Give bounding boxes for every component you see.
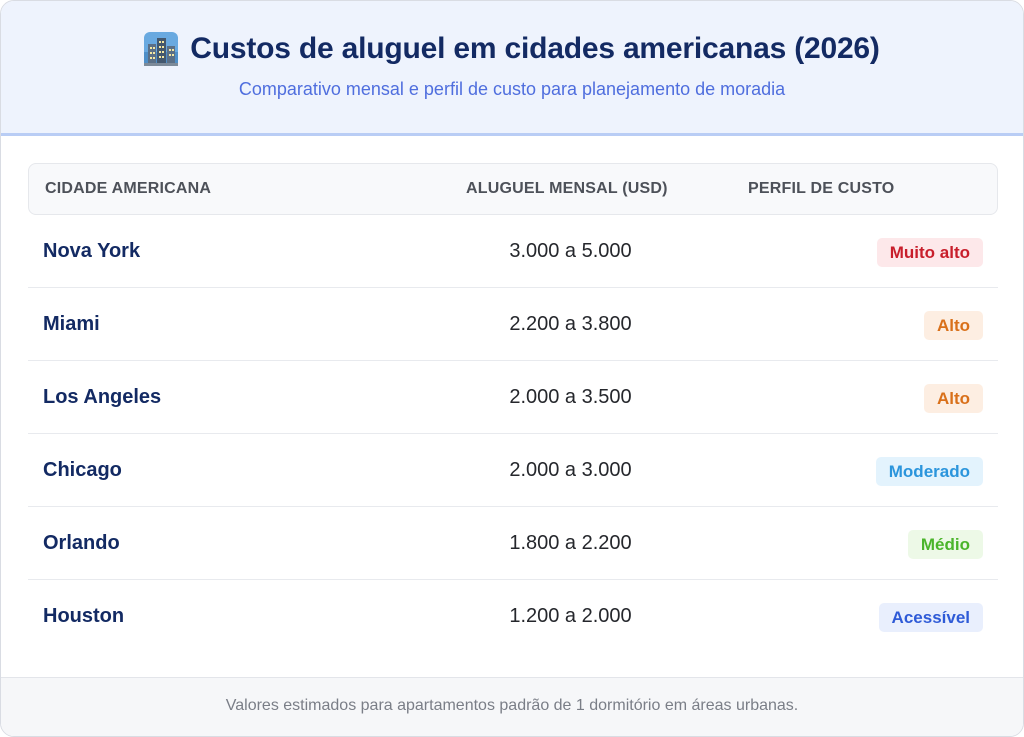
cost-profile-badge: Moderado <box>875 457 983 486</box>
rent-table: CIDADE AMERICANA ALUGUEL MENSAL (USD) PE… <box>28 163 998 653</box>
header: Custos de aluguel em cidades americanas … <box>1 1 1023 136</box>
column-header-rent: ALUGUEL MENSAL (USD) <box>466 180 668 197</box>
city-name: Los Angeles <box>43 386 162 408</box>
city-name: Orlando <box>43 532 120 554</box>
monthly-rent: 2.000 a 3.500 <box>509 386 632 408</box>
city-name: Miami <box>43 313 100 335</box>
table-body: Nova York 3.000 a 5.000 Muito alto Miami… <box>28 215 998 653</box>
monthly-rent: 1.200 a 2.000 <box>509 605 632 627</box>
table-row: Los Angeles 2.000 a 3.500 Alto <box>28 361 998 434</box>
page-title: Custos de aluguel em cidades americanas … <box>190 32 880 65</box>
city-name: Houston <box>43 605 125 627</box>
cost-profile-badge: Alto <box>923 384 983 413</box>
city-name: Nova York <box>43 240 141 262</box>
column-header-profile: PERFIL DE CUSTO <box>748 180 895 197</box>
page-subtitle: Comparativo mensal e perfil de custo par… <box>238 79 786 99</box>
footer-note: Valores estimados para apartamentos padr… <box>1 677 1023 736</box>
table-row: Miami 2.200 a 3.800 Alto <box>28 288 998 361</box>
monthly-rent: 3.000 a 5.000 <box>509 240 632 262</box>
city-name: Chicago <box>43 459 122 481</box>
column-header-city: CIDADE AMERICANA <box>45 180 212 197</box>
cost-profile-badge: Muito alto <box>876 238 983 267</box>
monthly-rent: 1.800 a 2.200 <box>509 532 632 554</box>
table-row: Nova York 3.000 a 5.000 Muito alto <box>28 215 998 288</box>
cost-profile-badge: Alto <box>923 311 983 340</box>
cost-profile-badge: Acessível <box>878 603 983 632</box>
table-row: Chicago 2.000 a 3.000 Moderado <box>28 434 998 507</box>
table-row: Orlando 1.800 a 2.200 Médio <box>28 507 998 580</box>
monthly-rent: 2.200 a 3.800 <box>509 313 632 335</box>
table-row: Houston 1.200 a 2.000 Acessível <box>28 580 998 653</box>
monthly-rent: 2.000 a 3.000 <box>509 459 632 481</box>
title-row: Custos de aluguel em cidades americanas … <box>1 32 1023 66</box>
city-buildings-icon <box>144 32 179 66</box>
table-header: CIDADE AMERICANA ALUGUEL MENSAL (USD) PE… <box>28 163 998 215</box>
cost-profile-badge: Médio <box>907 530 983 559</box>
